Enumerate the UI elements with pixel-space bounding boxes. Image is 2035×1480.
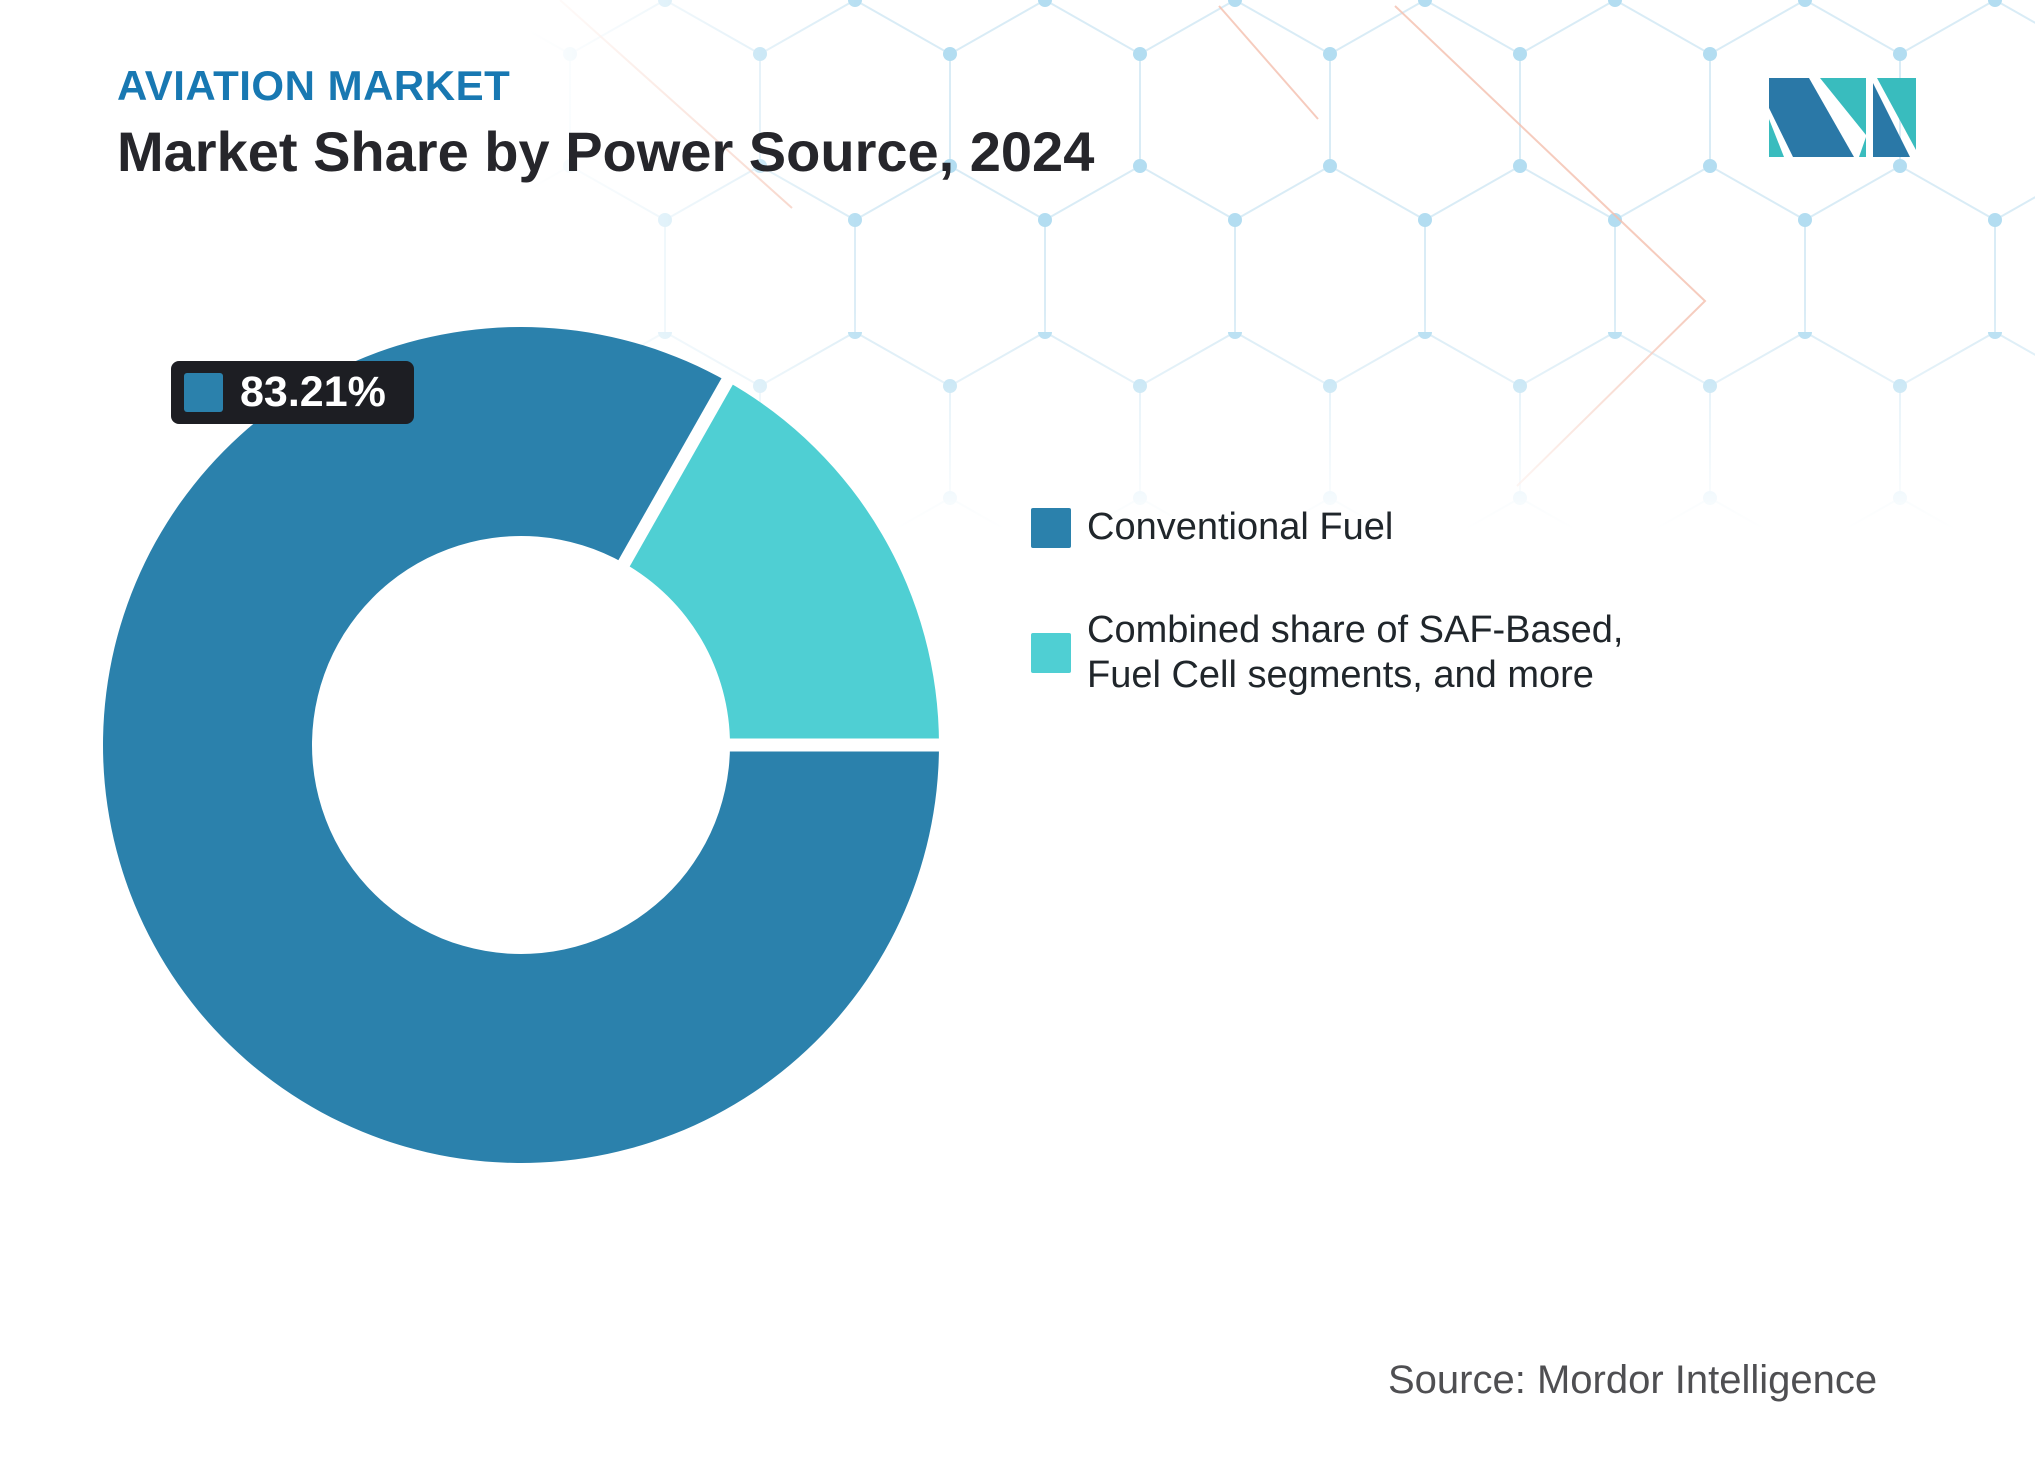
legend-label-conventional-fuel: Conventional Fuel <box>1087 506 1394 548</box>
logo-left-bottom-left <box>1769 119 1784 157</box>
report-eyebrow: AVIATION MARKET <box>117 62 511 109</box>
legend-item-conventional-fuel: Conventional Fuel <box>1031 505 1624 551</box>
logo-left-top-right <box>1820 78 1866 135</box>
chip-value: 83.21% <box>240 368 386 416</box>
legend-label-saf-fuel-cell: Combined share of SAF-Based, Fuel Cell s… <box>1087 608 1624 699</box>
slice-separator <box>614 376 734 574</box>
donut-chart <box>102 326 941 1163</box>
header: AVIATION MARKET Market Share by Power So… <box>117 62 1094 185</box>
legend-swatch-saf-fuel-cell <box>1031 633 1071 674</box>
logo-right-bottom <box>1873 83 1910 157</box>
legend-label-line-2: Fuel Cell segments, and more <box>1087 654 1594 697</box>
legend-swatch-conventional-fuel <box>1031 507 1071 548</box>
logo-left-band <box>1769 78 1854 157</box>
source-attribution: Source: Mordor Intelligence <box>1388 1358 1878 1402</box>
donut-slice-conventional-fuel <box>102 326 939 1163</box>
donut-slice-combined-share-of-saf-based-fu <box>624 381 939 745</box>
legend-label-line-1: Combined share of SAF-Based, <box>1087 608 1624 651</box>
legend-item-saf-fuel-cell: Combined share of SAF-Based, Fuel Cell s… <box>1031 608 1624 699</box>
chip-swatch <box>184 373 223 412</box>
data-label-chip: 83.21% <box>171 361 414 424</box>
logo-left-corner <box>1859 137 1866 157</box>
logo-right-top <box>1877 78 1916 150</box>
chart-legend: Conventional Fuel Combined share of SAF-… <box>1031 505 1624 699</box>
page-title: Market Share by Power Source, 2024 <box>117 120 1095 184</box>
mordor-intelligence-logo <box>1769 78 1916 157</box>
